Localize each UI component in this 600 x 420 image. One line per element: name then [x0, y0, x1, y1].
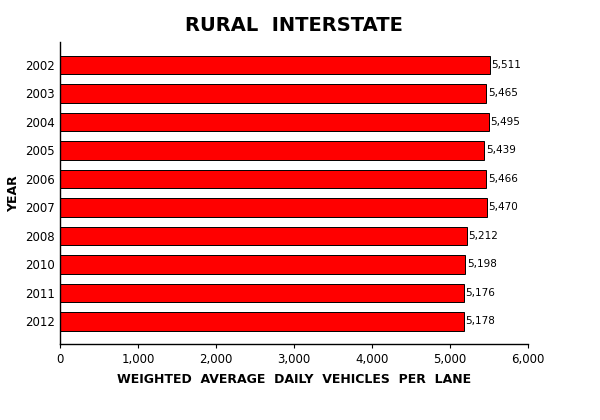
- Text: 5,178: 5,178: [466, 316, 496, 326]
- Bar: [60, 312, 464, 331]
- Bar: [60, 170, 487, 188]
- Text: 5,495: 5,495: [490, 117, 520, 127]
- Bar: [60, 227, 467, 245]
- Text: 5,212: 5,212: [468, 231, 498, 241]
- Bar: [60, 56, 490, 74]
- Title: RURAL  INTERSTATE: RURAL INTERSTATE: [185, 16, 403, 35]
- Bar: [60, 255, 466, 274]
- Bar: [60, 198, 487, 217]
- Bar: [60, 284, 464, 302]
- Y-axis label: YEAR: YEAR: [7, 175, 20, 212]
- Text: 5,198: 5,198: [467, 260, 497, 269]
- Text: 5,470: 5,470: [488, 202, 518, 213]
- Bar: [60, 84, 486, 103]
- Text: 5,466: 5,466: [488, 174, 518, 184]
- X-axis label: WEIGHTED  AVERAGE  DAILY  VEHICLES  PER  LANE: WEIGHTED AVERAGE DAILY VEHICLES PER LANE: [117, 373, 471, 386]
- Bar: [60, 113, 488, 131]
- Text: 5,176: 5,176: [465, 288, 495, 298]
- Text: 5,465: 5,465: [488, 89, 518, 99]
- Text: 5,439: 5,439: [486, 145, 515, 155]
- Bar: [60, 141, 484, 160]
- Text: 5,511: 5,511: [491, 60, 521, 70]
